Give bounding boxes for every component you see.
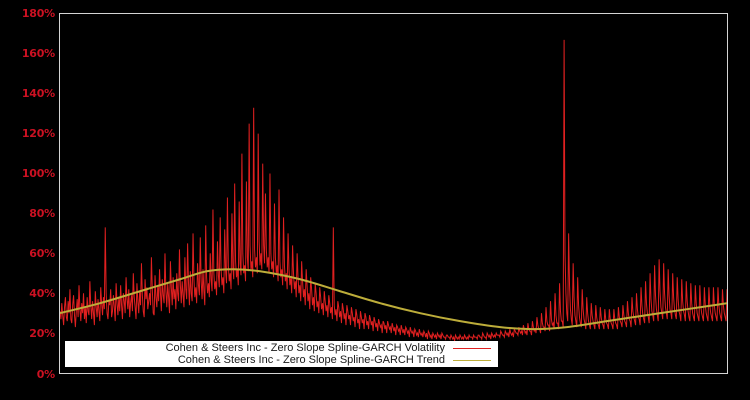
y-tick-label: 180% [21,7,55,20]
legend-swatch-trend [453,359,491,361]
y-tick-label: 140% [21,87,55,100]
y-tick-label: 80% [29,207,55,220]
trend-series-line [60,269,727,329]
series-canvas [60,14,727,373]
y-tick-label: 40% [29,287,55,300]
legend-label-trend: Cohen & Steers Inc - Zero Slope Spline-G… [177,354,445,366]
y-tick-label: 20% [29,327,55,340]
y-tick-label: 100% [21,167,55,180]
legend-entry-volatility: Cohen & Steers Inc - Zero Slope Spline-G… [66,342,497,354]
legend-label-volatility: Cohen & Steers Inc - Zero Slope Spline-G… [165,342,445,354]
chart-legend: Cohen & Steers Inc - Zero Slope Spline-G… [65,341,498,367]
y-tick-label: 160% [21,47,55,60]
y-tick-label: 60% [29,247,55,260]
y-tick-label: 0% [36,368,55,381]
legend-entry-trend: Cohen & Steers Inc - Zero Slope Spline-G… [66,354,497,366]
y-tick-label: 120% [21,127,55,140]
legend-swatch-volatility [453,347,491,349]
volatility-series-line [60,40,727,341]
plot-area [59,13,728,374]
